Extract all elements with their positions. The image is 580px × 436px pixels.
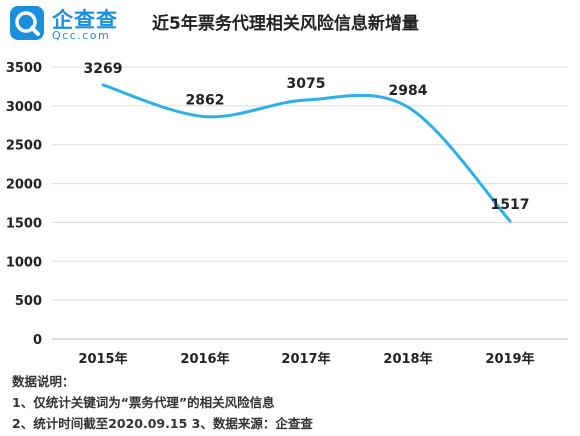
y-tick-label: 1500 (6, 216, 42, 231)
notes-heading: 数据说明： (12, 374, 75, 389)
notes: 数据说明： 1、仅统计关键词为“票务代理”的相关风险信息 2、统计时间截至202… (12, 371, 313, 434)
brand-domain: Qcc.com (52, 29, 111, 42)
y-tick-label: 3000 (6, 100, 42, 115)
x-tick-label: 2016年 (180, 351, 229, 367)
y-axis: 0 500 1000 1500 2000 2500 3000 3500 (6, 61, 42, 348)
data-label: 3075 (287, 76, 326, 92)
series-line (101, 83, 512, 223)
data-labels: 3269 2862 3075 2984 1517 (84, 61, 530, 213)
data-label: 3269 (84, 61, 123, 77)
x-tick-label: 2017年 (281, 351, 330, 367)
y-tick-label: 0 (33, 333, 42, 348)
y-tick-label: 2000 (6, 178, 42, 193)
notes-line-1: 1、仅统计关键词为“票务代理”的相关风险信息 (12, 395, 275, 410)
grid-lines (52, 66, 568, 340)
data-label: 2862 (186, 93, 225, 109)
brand-name: 企查查 (52, 8, 118, 32)
data-label: 1517 (491, 197, 530, 213)
data-label: 2984 (389, 83, 428, 99)
y-tick-label: 3500 (6, 61, 42, 76)
y-tick-label: 1000 (6, 255, 42, 270)
y-tick-label: 2500 (6, 139, 42, 154)
y-tick-label: 500 (15, 294, 42, 309)
series (101, 83, 512, 223)
notes-line-2: 2、统计时间截至2020.09.15 3、数据来源：企查查 (12, 416, 313, 431)
x-tick-label: 2018年 (383, 351, 432, 367)
qcc-logo-icon (10, 6, 44, 40)
x-axis: 2015年 2016年 2017年 2018年 2019年 (78, 351, 534, 367)
chart-title: 近5年票务代理相关风险信息新增量 (152, 14, 419, 34)
x-tick-label: 2015年 (78, 351, 127, 367)
header: 企查查 Qcc.com 近5年票务代理相关风险信息新增量 (0, 0, 580, 48)
x-tick-label: 2019年 (485, 351, 534, 367)
